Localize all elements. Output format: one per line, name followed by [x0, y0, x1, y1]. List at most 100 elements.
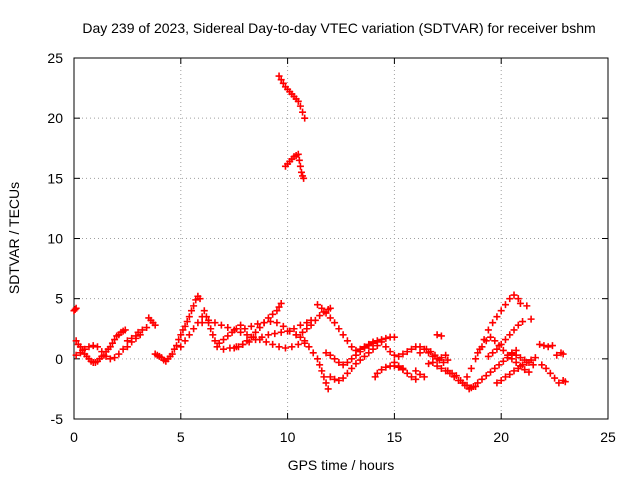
- data-point: [431, 351, 439, 359]
- data-point: [331, 319, 339, 327]
- data-point: [506, 331, 514, 339]
- data-point: [331, 355, 339, 363]
- data-point: [295, 156, 303, 164]
- data-point: [237, 328, 245, 336]
- data-point: [247, 333, 255, 341]
- data-point: [292, 331, 300, 339]
- data-point: [420, 373, 428, 381]
- data-point: [531, 354, 539, 362]
- data-point: [422, 345, 430, 353]
- data-point: [168, 350, 176, 358]
- data-point: [448, 369, 456, 377]
- data-point: [108, 339, 116, 347]
- y-tick-label: 0: [55, 351, 63, 367]
- data-point: [179, 326, 187, 334]
- data-point: [378, 366, 386, 374]
- data-point: [519, 318, 527, 326]
- y-tick-label: 10: [47, 231, 63, 247]
- data-point: [407, 373, 415, 381]
- data-point: [151, 321, 159, 329]
- data-point: [190, 325, 198, 333]
- data-point: [106, 343, 114, 351]
- data-point: [294, 340, 302, 348]
- data-point: [185, 331, 193, 339]
- data-point: [301, 337, 309, 345]
- data-point: [390, 358, 398, 366]
- data-point: [335, 376, 343, 384]
- data-point: [316, 312, 324, 320]
- x-tick-label: 15: [387, 429, 403, 445]
- data-point: [220, 345, 228, 353]
- data-point: [300, 174, 308, 182]
- data-point: [348, 364, 356, 372]
- data-point: [196, 295, 204, 303]
- data-point: [467, 364, 475, 372]
- data-point: [382, 334, 390, 342]
- data-point: [501, 336, 509, 344]
- data-point: [484, 326, 492, 334]
- data-point: [429, 358, 437, 366]
- data-point: [412, 375, 420, 383]
- x-axis: 0 5 10 15 20 25: [70, 58, 616, 445]
- data-point: [540, 342, 548, 350]
- x-tick-label: 5: [177, 429, 185, 445]
- data-point: [390, 351, 398, 359]
- data-point: [89, 342, 97, 350]
- data-point: [551, 374, 559, 382]
- data-point: [301, 114, 309, 122]
- data-point: [187, 307, 195, 315]
- data-point: [247, 322, 255, 330]
- data-point: [516, 299, 524, 307]
- data-point: [463, 373, 471, 381]
- data-point: [177, 331, 185, 339]
- data-point: [497, 376, 505, 384]
- data-point: [320, 373, 328, 381]
- data-point: [499, 357, 507, 365]
- data-point: [390, 333, 398, 341]
- data-point: [416, 370, 424, 378]
- data-point: [316, 361, 324, 369]
- data-point: [339, 361, 347, 369]
- data-point: [121, 326, 129, 334]
- data-point: [81, 345, 89, 353]
- data-point: [273, 319, 281, 327]
- data-point: [499, 346, 507, 354]
- data-point: [211, 337, 219, 345]
- data-point: [202, 313, 210, 321]
- data-point: [331, 375, 339, 383]
- data-point: [461, 381, 469, 389]
- data-point: [378, 338, 386, 346]
- data-point: [491, 364, 499, 372]
- data-point: [245, 338, 253, 346]
- data-point: [442, 351, 450, 359]
- data-point: [510, 326, 518, 334]
- data-point: [497, 307, 505, 315]
- y-tick-label: 25: [47, 50, 63, 66]
- data-point: [123, 337, 131, 345]
- y-tick-label: -5: [51, 411, 64, 427]
- y-axis: -5 0 5 10 15 20 25: [47, 50, 608, 427]
- data-point: [416, 349, 424, 357]
- data-point: [252, 328, 260, 336]
- data-point: [395, 352, 403, 360]
- data-point: [72, 351, 80, 359]
- data-point: [239, 340, 247, 348]
- data-point: [322, 349, 330, 357]
- data-point: [241, 325, 249, 333]
- data-point: [181, 337, 189, 345]
- data-point: [281, 344, 289, 352]
- data-point: [343, 337, 351, 345]
- data-point: [288, 343, 296, 351]
- data-point: [416, 343, 424, 351]
- data-point: [352, 360, 360, 368]
- data-point: [269, 340, 277, 348]
- data-point: [185, 313, 193, 321]
- data-point: [433, 362, 441, 370]
- data-point: [437, 364, 445, 372]
- data-point: [237, 321, 245, 329]
- data-point: [495, 361, 503, 369]
- data-point: [138, 326, 146, 334]
- data-point: [508, 355, 516, 363]
- data-point: [296, 321, 304, 329]
- x-tick-label: 20: [493, 429, 509, 445]
